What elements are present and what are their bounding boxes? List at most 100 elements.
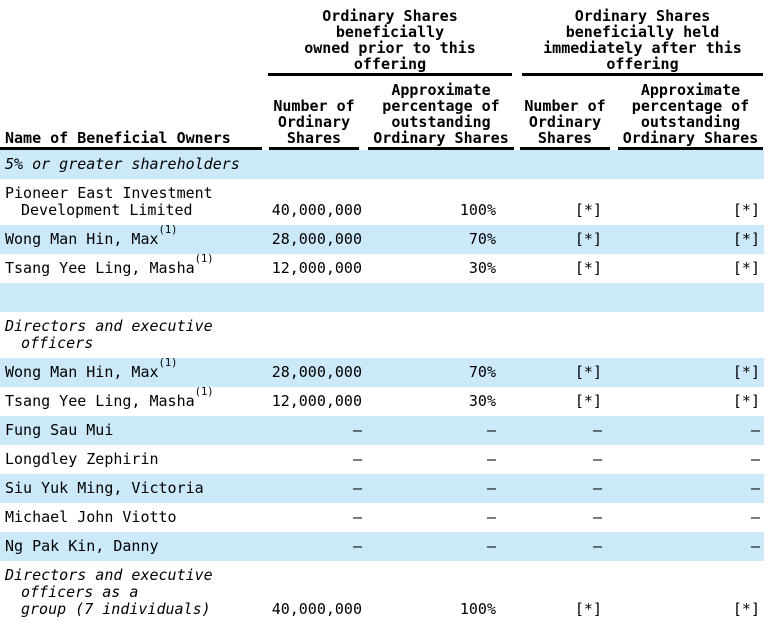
section-row: Directors and executive officers	[0, 312, 764, 358]
owner-name-cell	[0, 283, 266, 312]
shares-prior-cell: —	[352, 450, 362, 468]
owner-name-cell: Directors and executive officers as a grou…	[0, 561, 266, 624]
data-row: Fung Sau Mui — — — —	[0, 416, 764, 445]
owner-name-cell: Fung Sau Mui	[0, 416, 266, 445]
col-header-pct-prior: Approximate percentage of outstanding Ordin…	[365, 76, 516, 150]
name-column-header: Name of Beneficial Owners	[0, 76, 266, 150]
shares-prior-cell: —	[352, 508, 362, 526]
data-row: Tsang Yee Ling, Masha(1) 12,000,000 30% …	[0, 387, 764, 416]
owner-name-line: Development Limited	[21, 201, 193, 219]
shares-after-cell: —	[516, 416, 612, 445]
pct-prior-cell: 30%	[468, 259, 496, 277]
group-header-prior-label: Ordinary Shares beneficially owned prior t…	[268, 8, 512, 76]
pct-prior-cell: 70%	[365, 358, 516, 387]
shares-after-cell: [*]	[574, 600, 602, 618]
pct-after-cell: [*]	[732, 392, 760, 410]
spacer-row	[0, 283, 764, 312]
shares-prior-cell	[266, 150, 365, 179]
data-row: Wong Man Hin, Max(1) 28,000,000 70% [*] …	[0, 225, 764, 254]
data-row: Michael John Viotto — — — —	[0, 503, 764, 532]
group-header-spacer	[0, 0, 266, 76]
owner-name-line: Michael John Viotto	[5, 508, 177, 526]
owner-name-line: Tsang Yee Ling, Masha(1)	[5, 253, 214, 277]
col-header-shares-after: Number of Ordinary Shares	[516, 76, 612, 150]
col-header-shares-after-label: Number of Ordinary Shares	[520, 92, 610, 150]
shares-prior-cell: 12,000,000	[271, 259, 362, 277]
pct-prior-cell: 30%	[468, 392, 496, 410]
shares-after-cell: [*]	[574, 392, 602, 410]
owner-name-cell: Pioneer East Investment Development Limit…	[0, 179, 266, 225]
pct-after-cell: [*]	[732, 600, 760, 618]
name-column-header-label: Name of Beneficial Owners	[0, 124, 262, 150]
col-header-pct-prior-label: Approximate percentage of outstanding Ordin…	[368, 76, 514, 150]
group-header-row: Ordinary Shares beneficially owned prior t…	[0, 0, 764, 76]
pct-prior-cell	[365, 150, 516, 179]
data-row: Ng Pak Kin, Danny — — — —	[0, 532, 764, 561]
shares-prior-cell	[266, 283, 365, 312]
owner-name-cell: Directors and executive officers	[0, 312, 266, 358]
data-row: Siu Yuk Ming, Victoria — — — —	[0, 474, 764, 503]
shares-prior-cell	[266, 312, 365, 358]
pct-after-cell	[612, 283, 764, 312]
pct-after-cell: —	[750, 508, 760, 526]
shares-after-cell: [*]	[516, 225, 612, 254]
shares-after-cell: —	[592, 508, 602, 526]
shares-prior-cell: 28,000,000	[266, 225, 365, 254]
footnote-ref: (1)	[194, 253, 214, 265]
owner-name-cell: Longdley Zephirin	[0, 445, 266, 474]
table-header: Ordinary Shares beneficially owned prior t…	[0, 0, 764, 150]
pct-prior-cell: 100%	[459, 600, 496, 618]
table-body: 5% or greater shareholders Pioneer East …	[0, 150, 764, 624]
footnote-ref: (1)	[158, 224, 178, 236]
data-row: Longdley Zephirin — — — —	[0, 445, 764, 474]
pct-after-cell: —	[612, 474, 764, 503]
owner-name-cell: 5% or greater shareholders	[0, 150, 266, 179]
owner-name-line: Directors and executive	[5, 566, 213, 584]
footnote-ref: (1)	[158, 357, 178, 369]
pct-after-cell: —	[612, 532, 764, 561]
pct-prior-cell	[365, 283, 516, 312]
shares-after-cell: [*]	[574, 259, 602, 277]
pct-prior-cell: —	[486, 450, 496, 468]
owner-name-cell: Ng Pak Kin, Danny	[0, 532, 266, 561]
owner-name-line: Wong Man Hin, Max(1)	[5, 357, 178, 381]
shares-after-cell: [*]	[574, 201, 602, 219]
data-row: Pioneer East Investment Development Limit…	[0, 179, 764, 225]
owner-name-cell: Tsang Yee Ling, Masha(1)	[0, 387, 266, 416]
group-header-prior-offering: Ordinary Shares beneficially owned prior t…	[266, 0, 516, 76]
pct-prior-cell: —	[365, 474, 516, 503]
pct-after-cell	[612, 150, 764, 179]
pct-prior-cell	[365, 312, 516, 358]
col-header-pct-after-label: Approximate percentage of outstanding Ordin…	[618, 76, 763, 150]
owner-name-cell: Michael John Viotto	[0, 503, 266, 532]
owner-name-line: Longdley Zephirin	[5, 450, 159, 468]
owner-name-line: officers as a	[21, 583, 139, 601]
owner-name-line: 5% or greater shareholders	[5, 155, 240, 173]
pct-after-cell: —	[750, 450, 760, 468]
section-row: 5% or greater shareholders	[0, 150, 764, 179]
pct-after-cell: [*]	[732, 201, 760, 219]
shares-after-cell	[516, 312, 612, 358]
pct-prior-cell: —	[486, 508, 496, 526]
owner-name-line: group (7 individuals)	[21, 600, 211, 618]
owner-name-line: Wong Man Hin, Max(1)	[5, 224, 178, 248]
pct-after-cell: [*]	[612, 358, 764, 387]
column-header-row: Name of Beneficial Owners Number of Ordin…	[0, 76, 764, 150]
owner-name-line: Siu Yuk Ming, Victoria	[5, 479, 204, 497]
shares-prior-cell: 40,000,000	[271, 201, 362, 219]
data-row: Wong Man Hin, Max(1) 28,000,000 70% [*] …	[0, 358, 764, 387]
shares-after-cell: [*]	[516, 358, 612, 387]
data-row: Tsang Yee Ling, Masha(1) 12,000,000 30% …	[0, 254, 764, 283]
owner-name-line: Pioneer East Investment	[5, 184, 213, 202]
group-header-after-offering: Ordinary Shares beneficially held immediat…	[516, 0, 764, 76]
shares-prior-cell: —	[266, 474, 365, 503]
group-header-after-label: Ordinary Shares beneficially held immediat…	[522, 8, 763, 76]
owner-name-cell: Siu Yuk Ming, Victoria	[0, 474, 266, 503]
beneficial-ownership-table: Ordinary Shares beneficially owned prior t…	[0, 0, 764, 624]
pct-prior-cell: —	[365, 532, 516, 561]
col-header-pct-after: Approximate percentage of outstanding Ordin…	[612, 76, 764, 150]
col-header-shares-prior-label: Number of Ordinary Shares	[269, 92, 359, 150]
owner-name-line: Directors and executive	[5, 317, 213, 335]
shares-after-cell: —	[516, 532, 612, 561]
